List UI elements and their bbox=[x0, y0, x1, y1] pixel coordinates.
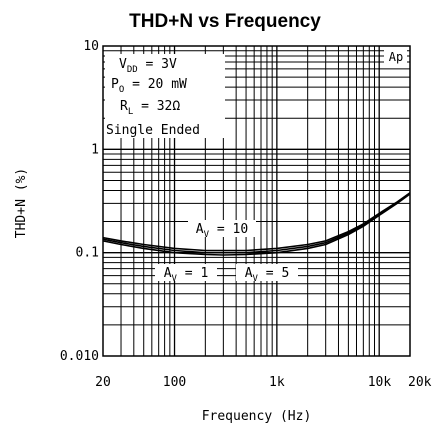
series-label-bg bbox=[188, 220, 256, 237]
series-labels: AV = 10 AV = 1 AV = 5 bbox=[155, 220, 298, 284]
y-tick-label: 10 bbox=[83, 39, 99, 54]
y-tick-label: 0.1 bbox=[76, 246, 99, 261]
x-tick-labels: 20 100 1k 10k 20k bbox=[95, 375, 431, 390]
corner-tag: Ap bbox=[389, 50, 403, 64]
x-axis-label: Frequency (Hz) bbox=[202, 409, 312, 424]
condition-mode: Single Ended bbox=[106, 123, 200, 138]
label-av-10: AV = 10 bbox=[196, 222, 248, 240]
corner-tag-box bbox=[384, 48, 407, 64]
test-conditions: VDD = 3V PO = 20 mW RL = 32Ω Single Ended bbox=[106, 57, 200, 138]
label-av-1: AV = 1 bbox=[164, 266, 209, 284]
y-tick-label: 0.010 bbox=[60, 349, 99, 364]
y-tick-label: 1 bbox=[91, 142, 99, 157]
curve-av-10 bbox=[102, 192, 411, 252]
curve-av-1 bbox=[102, 193, 411, 256]
x-tick-label: 20 bbox=[95, 375, 111, 390]
y-axis-label: THD+N (%) bbox=[14, 168, 29, 238]
condition-rl: RL = 32Ω bbox=[120, 99, 180, 117]
x-tick-label: 20k bbox=[408, 375, 432, 390]
x-tick-label: 100 bbox=[163, 375, 186, 390]
chart-title: THD+N vs Frequency bbox=[129, 11, 321, 32]
label-av-5: AV = 5 bbox=[245, 266, 290, 284]
series-label-bg bbox=[236, 264, 298, 281]
plot-frame bbox=[102, 45, 411, 357]
x-tick-label: 1k bbox=[269, 375, 285, 390]
condition-po: PO = 20 mW bbox=[111, 77, 187, 95]
y-tick-labels: 10 1 0.1 0.010 bbox=[60, 39, 99, 364]
x-tick-label: 10k bbox=[368, 375, 392, 390]
series-label-bg bbox=[155, 264, 217, 281]
condition-vdd: VDD = 3V bbox=[119, 57, 177, 75]
conditions-box bbox=[105, 54, 225, 138]
data-curves bbox=[102, 192, 411, 256]
curve-av-5 bbox=[102, 192, 411, 254]
